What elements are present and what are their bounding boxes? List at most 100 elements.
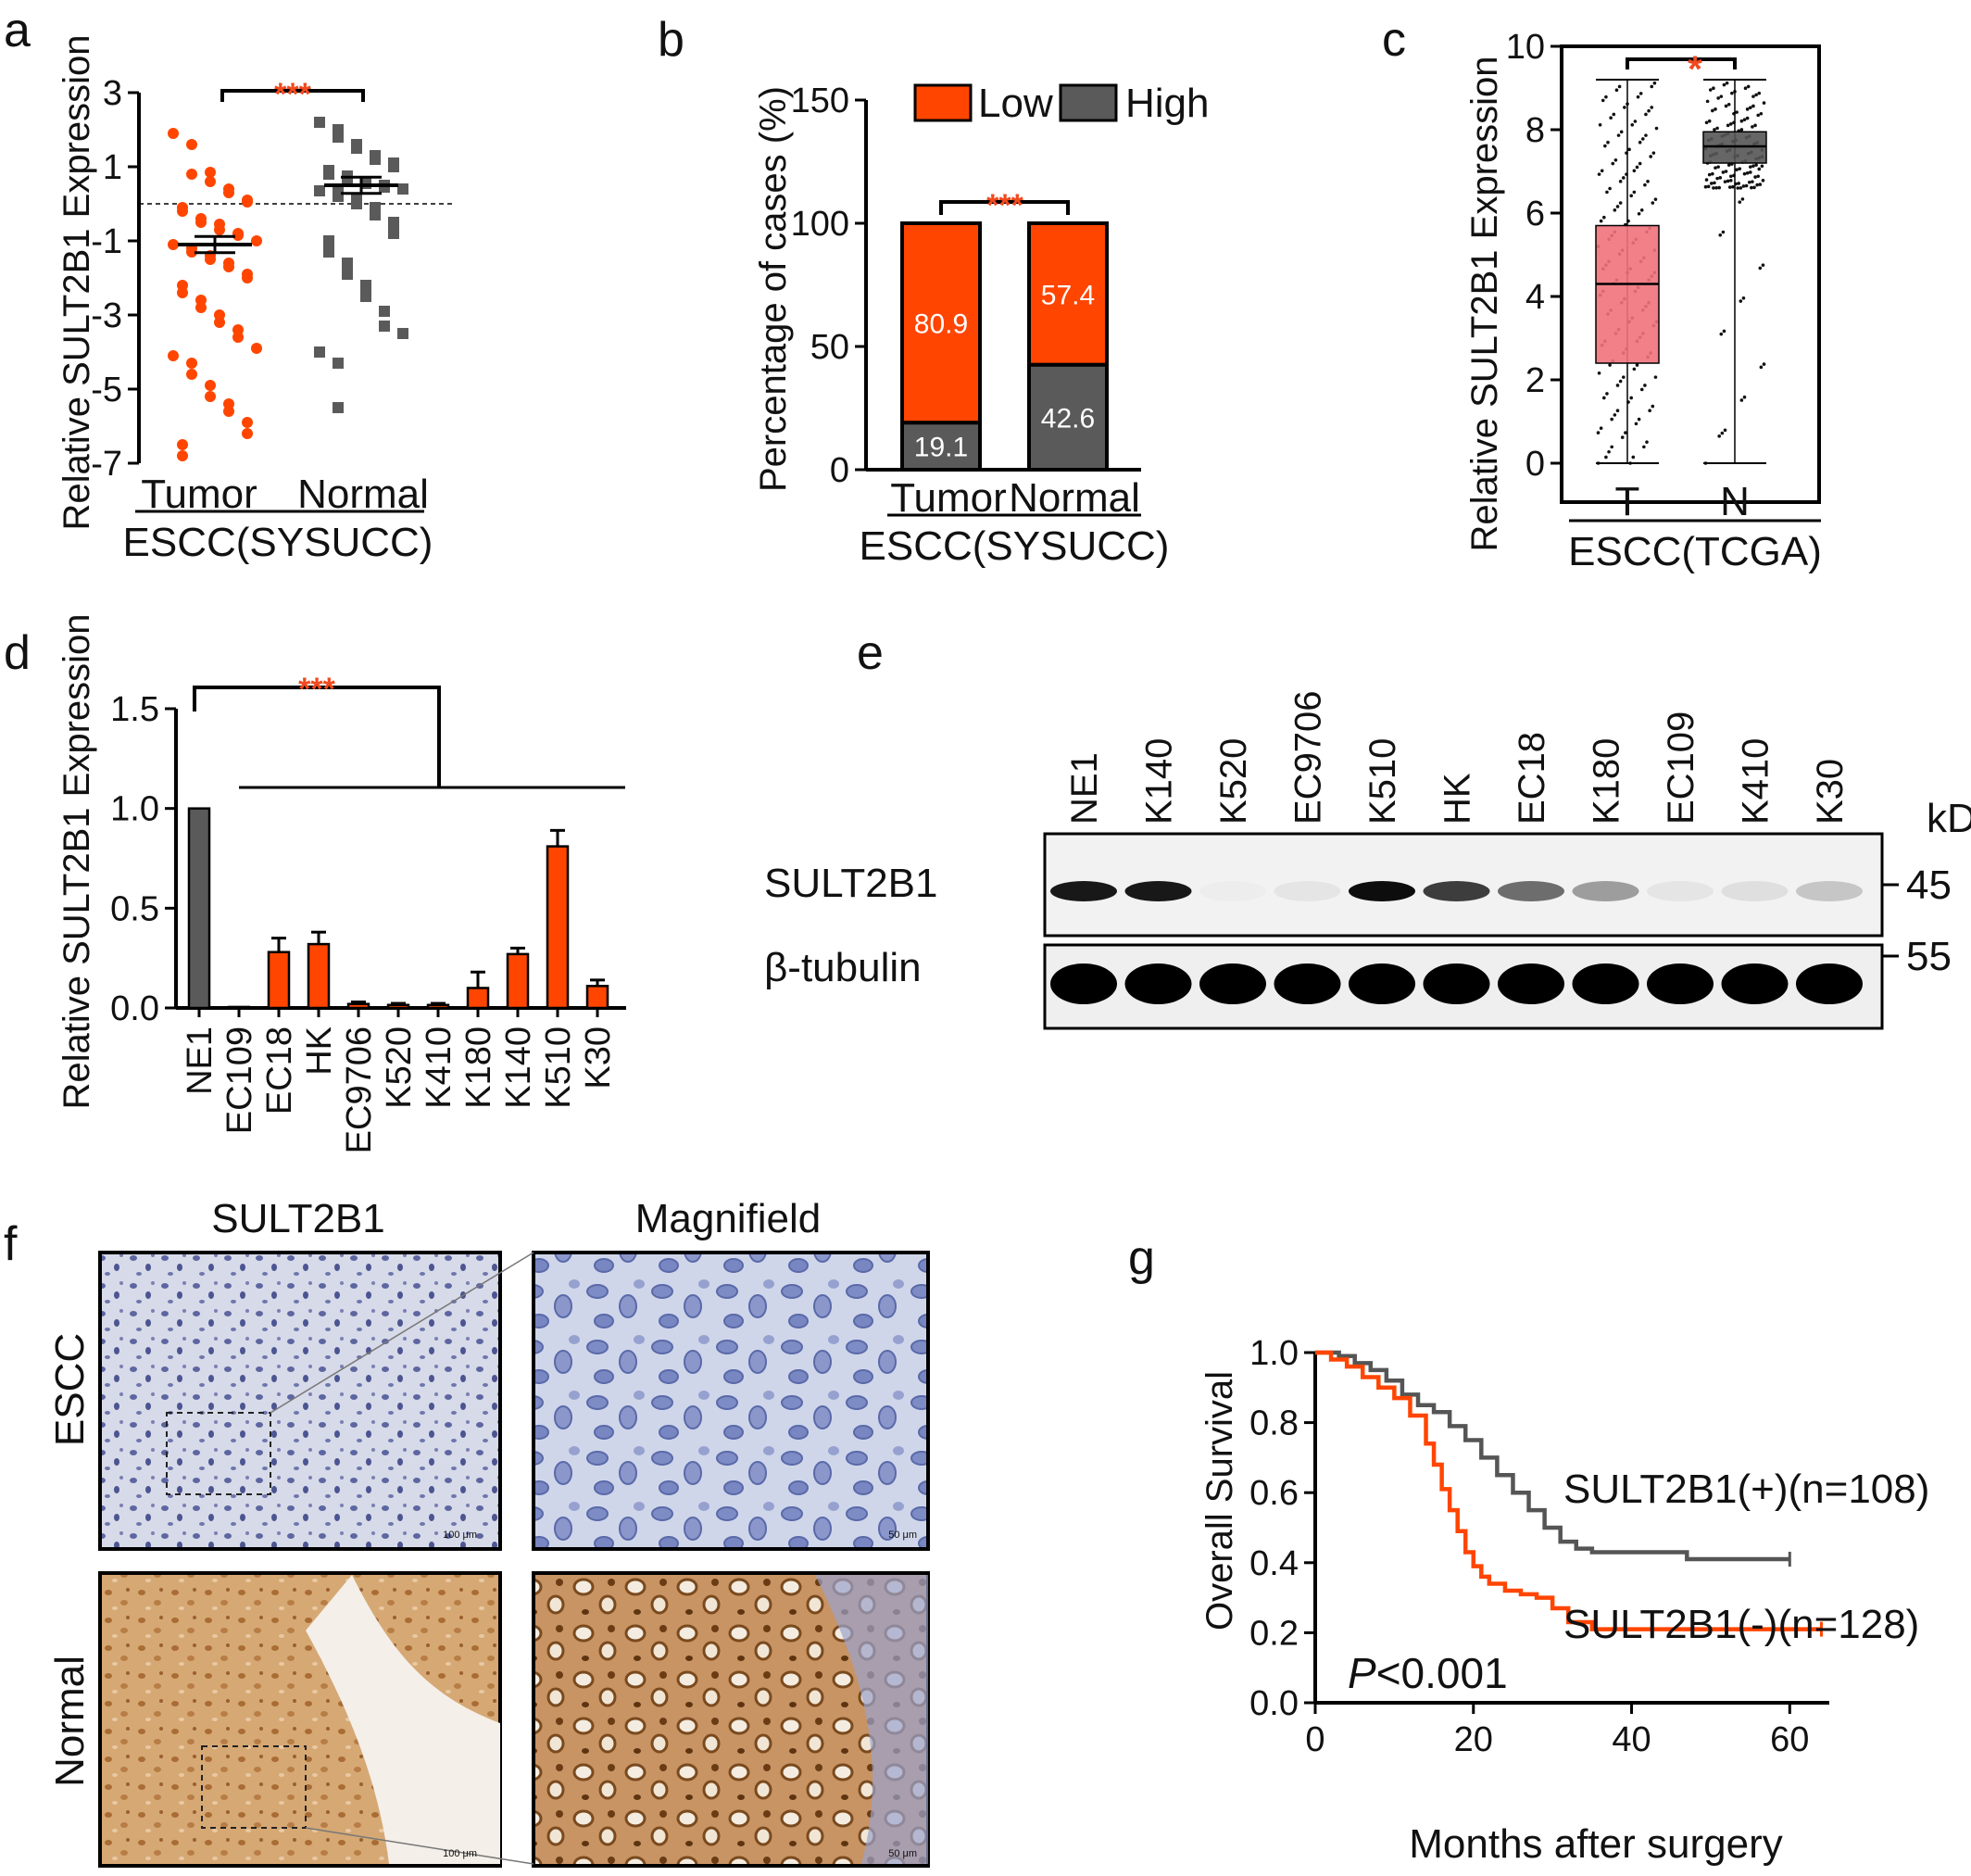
panel-a-point-normal xyxy=(314,117,325,128)
panel-c-point xyxy=(1596,431,1601,434)
panel-a-points xyxy=(139,117,454,461)
panel-f-row-label-2: Normal xyxy=(47,1656,93,1787)
panel-d-bar xyxy=(307,942,331,1010)
panel-a-point-tumor xyxy=(205,380,216,391)
panel-c-point xyxy=(1597,172,1601,176)
panel-g-axes: 1.0 0.8 0.6 0.4 0.2 0.00 20 40 60 xyxy=(1249,1334,1829,1759)
panel-a-point-normal xyxy=(323,246,334,258)
panel-e-lane-label: EC18 xyxy=(1512,732,1552,825)
panel-a-point-tumor xyxy=(186,358,197,369)
panel-a-point-tumor xyxy=(177,439,188,450)
panel-c-point xyxy=(1749,165,1752,169)
panel-c-point xyxy=(1761,178,1765,183)
panel-c-point xyxy=(1741,184,1746,188)
panel-c-point xyxy=(1742,171,1747,176)
panel-e-lane-label: K180 xyxy=(1587,738,1627,825)
panel-a-point-normal xyxy=(342,258,353,269)
panel-g-ytick-label: 0.2 xyxy=(1249,1614,1299,1653)
panel-c-point xyxy=(1613,157,1618,162)
panel-a-point-tumor xyxy=(186,169,197,180)
panel-d-bar xyxy=(426,1003,450,1010)
panel-b-bars: 19.1 80.9 42.6 57.4 xyxy=(900,221,1109,472)
panel-d-bar xyxy=(386,1003,410,1010)
panel-b-group-label: ESCC(SYSUCC) xyxy=(860,523,1170,569)
panel-e-band xyxy=(1498,881,1564,901)
panel-a-sig-bracket xyxy=(220,89,365,102)
panel-a-point-tumor xyxy=(168,239,179,250)
panel-a-point-normal xyxy=(351,143,362,154)
panel-c-ytick-label: 6 xyxy=(1525,195,1545,233)
panel-c-point xyxy=(1632,169,1637,173)
panel-c-point xyxy=(1745,116,1750,120)
panel-c-point xyxy=(1624,431,1627,434)
panel-a-point-tumor xyxy=(168,128,179,139)
panel-c-point xyxy=(1622,176,1626,180)
panel-c-point xyxy=(1608,363,1612,367)
panel-e-band xyxy=(1572,963,1639,1004)
panel-g-p-rest: <0.001 xyxy=(1376,1649,1508,1697)
panel-c-point xyxy=(1651,151,1656,155)
panel-g-ylabel: Overall Survival xyxy=(1199,1371,1240,1630)
panel-a-point-tumor xyxy=(177,206,188,217)
panel-c-sig-bracket xyxy=(1626,57,1737,69)
panel-e-row-tubulin: β-tubulin xyxy=(764,945,922,990)
panel-d-bar xyxy=(466,987,490,1010)
panel-c-point xyxy=(1612,112,1616,117)
panel-a-point-tumor xyxy=(242,417,253,428)
panel-a-point-tumor xyxy=(195,302,207,313)
panel-a-point-tumor xyxy=(205,254,216,265)
panel-b: b Percentage of cases (%) 150 100 50 0 19.1… xyxy=(658,13,1210,569)
panel-b-category-normal: Normal xyxy=(1009,475,1140,521)
panel-e-band xyxy=(1647,963,1714,1004)
ihc-normal-basal-layer xyxy=(815,1575,928,1864)
panel-e: e NE1 K140 K520 EC9706 K510 HK EC18 K180 EC109 K4… xyxy=(764,626,1971,1030)
panel-c-point xyxy=(1725,81,1729,85)
panel-a-ytick-label: -3 xyxy=(91,296,122,335)
panel-f-col-label-2: Magnifield xyxy=(635,1196,822,1241)
panel-c-point xyxy=(1642,445,1646,449)
panel-c-point xyxy=(1713,128,1716,132)
panel-d-category-label: K410 xyxy=(420,1026,458,1109)
panel-a-category-tumor: Tumor xyxy=(141,472,257,517)
panel-a-point-tumor xyxy=(214,317,225,328)
panel-a-point-normal xyxy=(333,402,344,413)
panel-c-point xyxy=(1757,167,1762,171)
panel-d-bar xyxy=(187,807,211,1010)
panel-c-point xyxy=(1762,101,1766,105)
panel-a-point-normal xyxy=(351,198,362,209)
panel-c-point xyxy=(1618,180,1623,183)
panel-c-point xyxy=(1629,396,1633,400)
panel-c-point xyxy=(1710,182,1714,185)
panel-c-point xyxy=(1750,185,1753,190)
panel-c-point xyxy=(1616,133,1621,137)
panel-e-band xyxy=(1721,963,1789,1004)
panel-c-point xyxy=(1649,155,1652,158)
panel-c-point xyxy=(1731,184,1735,189)
panel-c-point xyxy=(1643,384,1647,387)
panel-c-point xyxy=(1719,332,1724,336)
panel-c-point xyxy=(1627,147,1631,152)
panel-c-point xyxy=(1742,395,1747,399)
panel-c-point xyxy=(1703,184,1708,189)
panel-c-point xyxy=(1762,362,1766,366)
panel-c-point xyxy=(1599,219,1603,223)
panel-c-point xyxy=(1633,120,1638,123)
panel-c-point xyxy=(1755,183,1759,187)
ihc-normal-zoom-box xyxy=(201,1745,307,1829)
panel-c-box xyxy=(1595,224,1660,364)
panel-e-band xyxy=(1647,881,1714,901)
panel-c-point xyxy=(1760,164,1764,169)
panel-c-point xyxy=(1643,183,1647,187)
panel-c-point xyxy=(1756,113,1760,118)
panel-c-point xyxy=(1739,398,1744,402)
panel-d-sig-bracket xyxy=(193,686,441,787)
panel-c-point xyxy=(1759,365,1764,370)
panel-a-yaxis: 3 1 -1 -3 -5 -7 xyxy=(91,74,141,484)
panel-c-point xyxy=(1716,96,1720,100)
panel-b-bar-low xyxy=(1027,221,1109,367)
panel-c-point xyxy=(1761,263,1765,267)
panel-a-point-tumor xyxy=(242,196,253,208)
panel-c-point xyxy=(1749,170,1752,174)
